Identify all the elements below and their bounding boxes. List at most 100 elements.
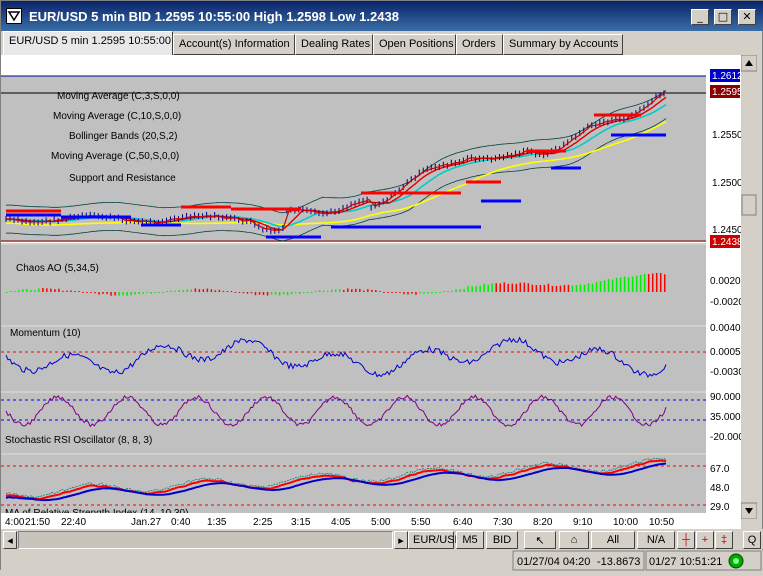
ao-bar bbox=[499, 283, 501, 292]
ao-bar bbox=[383, 292, 385, 293]
ao-bar bbox=[330, 289, 333, 292]
vertical-scrollbar[interactable] bbox=[740, 54, 758, 520]
ao-bar bbox=[182, 290, 185, 292]
x-tick-label: 10:00 bbox=[613, 517, 638, 528]
chart-canvas[interactable]: Moving Average (C,3,S,0,0) Moving Averag… bbox=[1, 55, 744, 529]
status-cursor-time: 01/27/04 04:20 bbox=[517, 556, 590, 568]
tab-summary-by-accounts[interactable]: Summary by Accounts bbox=[503, 34, 623, 55]
ao-bar bbox=[266, 292, 269, 296]
ao-bar bbox=[14, 291, 16, 292]
ao-bar bbox=[343, 289, 345, 292]
ao-bar bbox=[62, 290, 64, 292]
ao-bar bbox=[150, 292, 152, 294]
ao-bar bbox=[555, 285, 558, 292]
status-clock: 01/27 10:51:21 bbox=[649, 556, 722, 568]
ao-bar bbox=[547, 283, 550, 292]
bid-ask-button[interactable]: BID bbox=[486, 531, 518, 549]
timeframe-button[interactable]: M5 bbox=[456, 531, 484, 549]
ao-bar bbox=[339, 289, 341, 292]
ao-bar bbox=[423, 292, 425, 294]
ao-bar bbox=[395, 292, 397, 293]
ao-bar bbox=[507, 283, 510, 292]
ao-bar bbox=[22, 289, 24, 292]
ao-bar bbox=[6, 292, 8, 293]
y-tick-1-2550: 1.2550 bbox=[712, 130, 741, 141]
ao-bar bbox=[254, 292, 257, 296]
tab-open-positions[interactable]: Open Positions bbox=[373, 34, 456, 55]
stoch-rsi-panel-bg bbox=[1, 393, 706, 453]
scroll-left-button[interactable]: ◂ bbox=[3, 531, 17, 549]
ao-bar bbox=[126, 292, 128, 296]
zoom-out-button[interactable]: ‡ bbox=[715, 531, 733, 549]
ao-bar bbox=[74, 291, 76, 292]
ao-bar bbox=[575, 285, 578, 292]
x-tick-label: 5:50 bbox=[411, 517, 431, 528]
drawing-tool-button[interactable]: ⌂ bbox=[559, 531, 589, 549]
ao-bar bbox=[238, 292, 241, 293]
ao-bar bbox=[543, 284, 546, 292]
ao-bar bbox=[26, 289, 28, 292]
x-tick-label: 0:40 bbox=[171, 517, 191, 528]
ao-bar bbox=[403, 292, 405, 295]
momentum-panel-bg bbox=[1, 327, 706, 391]
momentum-line bbox=[5, 336, 667, 378]
chaos-tick-bottom: -0.0020 bbox=[710, 297, 741, 308]
ao-bar bbox=[66, 290, 68, 292]
crosshair-icon: ┼ bbox=[682, 534, 690, 546]
title-bar[interactable]: EUR/USD 5 min BID 1.2595 10:55:00 High 1… bbox=[1, 1, 763, 31]
ao-bar bbox=[54, 289, 56, 292]
tab-account-information[interactable]: Account(s) Information bbox=[173, 34, 295, 55]
ao-bar bbox=[607, 279, 610, 292]
ao-bar bbox=[627, 277, 630, 292]
ao-bar bbox=[174, 290, 177, 292]
ao-bar bbox=[347, 288, 349, 292]
chaos-tick-top: 0.0020 bbox=[710, 276, 741, 287]
ao-bar bbox=[655, 272, 658, 292]
scroll-right-button[interactable]: ▸ bbox=[394, 531, 408, 549]
ao-bar bbox=[483, 283, 485, 292]
ao-bar bbox=[647, 274, 650, 292]
cursor-tool-button[interactable]: ↖ bbox=[524, 531, 556, 549]
horizontal-scroll-track[interactable] bbox=[18, 531, 393, 549]
ao-bar bbox=[475, 286, 477, 292]
range-all-button[interactable]: All bbox=[591, 531, 635, 549]
zoom-in-button[interactable]: + bbox=[696, 531, 714, 549]
x-axis: 4:00 21:50 22:40 Jan.27 0:40 1:35 2:25 3:15 4:05… bbox=[5, 517, 674, 528]
minimize-button[interactable]: _ bbox=[691, 9, 709, 25]
tab-dealing-rates[interactable]: Dealing Rates bbox=[295, 34, 373, 55]
ao-bar bbox=[102, 292, 104, 294]
ao-bar bbox=[334, 289, 337, 292]
rsi-ma-slow-line bbox=[5, 462, 667, 502]
na-button[interactable]: N/A bbox=[637, 531, 675, 549]
maximize-button[interactable]: □ bbox=[714, 9, 732, 25]
symbol-button[interactable]: EUR/USD bbox=[408, 531, 463, 549]
ao-bar bbox=[659, 273, 662, 292]
tab-eurusd-chart[interactable]: EUR/USD 5 min 1.2595 10:55:00 bbox=[3, 31, 173, 55]
tab-orders[interactable]: Orders bbox=[456, 34, 503, 55]
ao-bar bbox=[411, 292, 413, 294]
ao-bar bbox=[519, 282, 522, 292]
ma-rsi-tick-bottom: 29.0 bbox=[710, 502, 730, 513]
ao-bar bbox=[226, 291, 229, 292]
x-tick-label: 2:25 bbox=[253, 517, 273, 528]
ao-bar bbox=[246, 292, 249, 294]
scroll-thumb[interactable] bbox=[741, 194, 757, 216]
quote-button[interactable]: Q bbox=[743, 531, 761, 549]
ao-bar bbox=[559, 285, 562, 292]
chart-area[interactable]: Moving Average (C,3,S,0,0) Moving Averag… bbox=[1, 55, 763, 529]
ao-bar bbox=[643, 273, 646, 292]
close-button[interactable]: ✕ bbox=[738, 9, 756, 25]
ao-bar bbox=[635, 275, 638, 292]
ao-bar bbox=[170, 290, 172, 292]
ao-bar bbox=[298, 292, 301, 295]
ao-bar bbox=[294, 292, 297, 294]
ao-bar bbox=[459, 289, 461, 292]
ao-bar bbox=[242, 292, 245, 294]
ao-bar bbox=[282, 292, 285, 295]
stoch-tick-bottom: -20.000 bbox=[710, 432, 741, 443]
ao-bar bbox=[399, 292, 401, 294]
ao-bar bbox=[222, 290, 225, 292]
crosshair-button[interactable]: ┼ bbox=[677, 531, 695, 549]
ao-bar bbox=[230, 291, 233, 292]
ao-bar bbox=[198, 289, 201, 292]
